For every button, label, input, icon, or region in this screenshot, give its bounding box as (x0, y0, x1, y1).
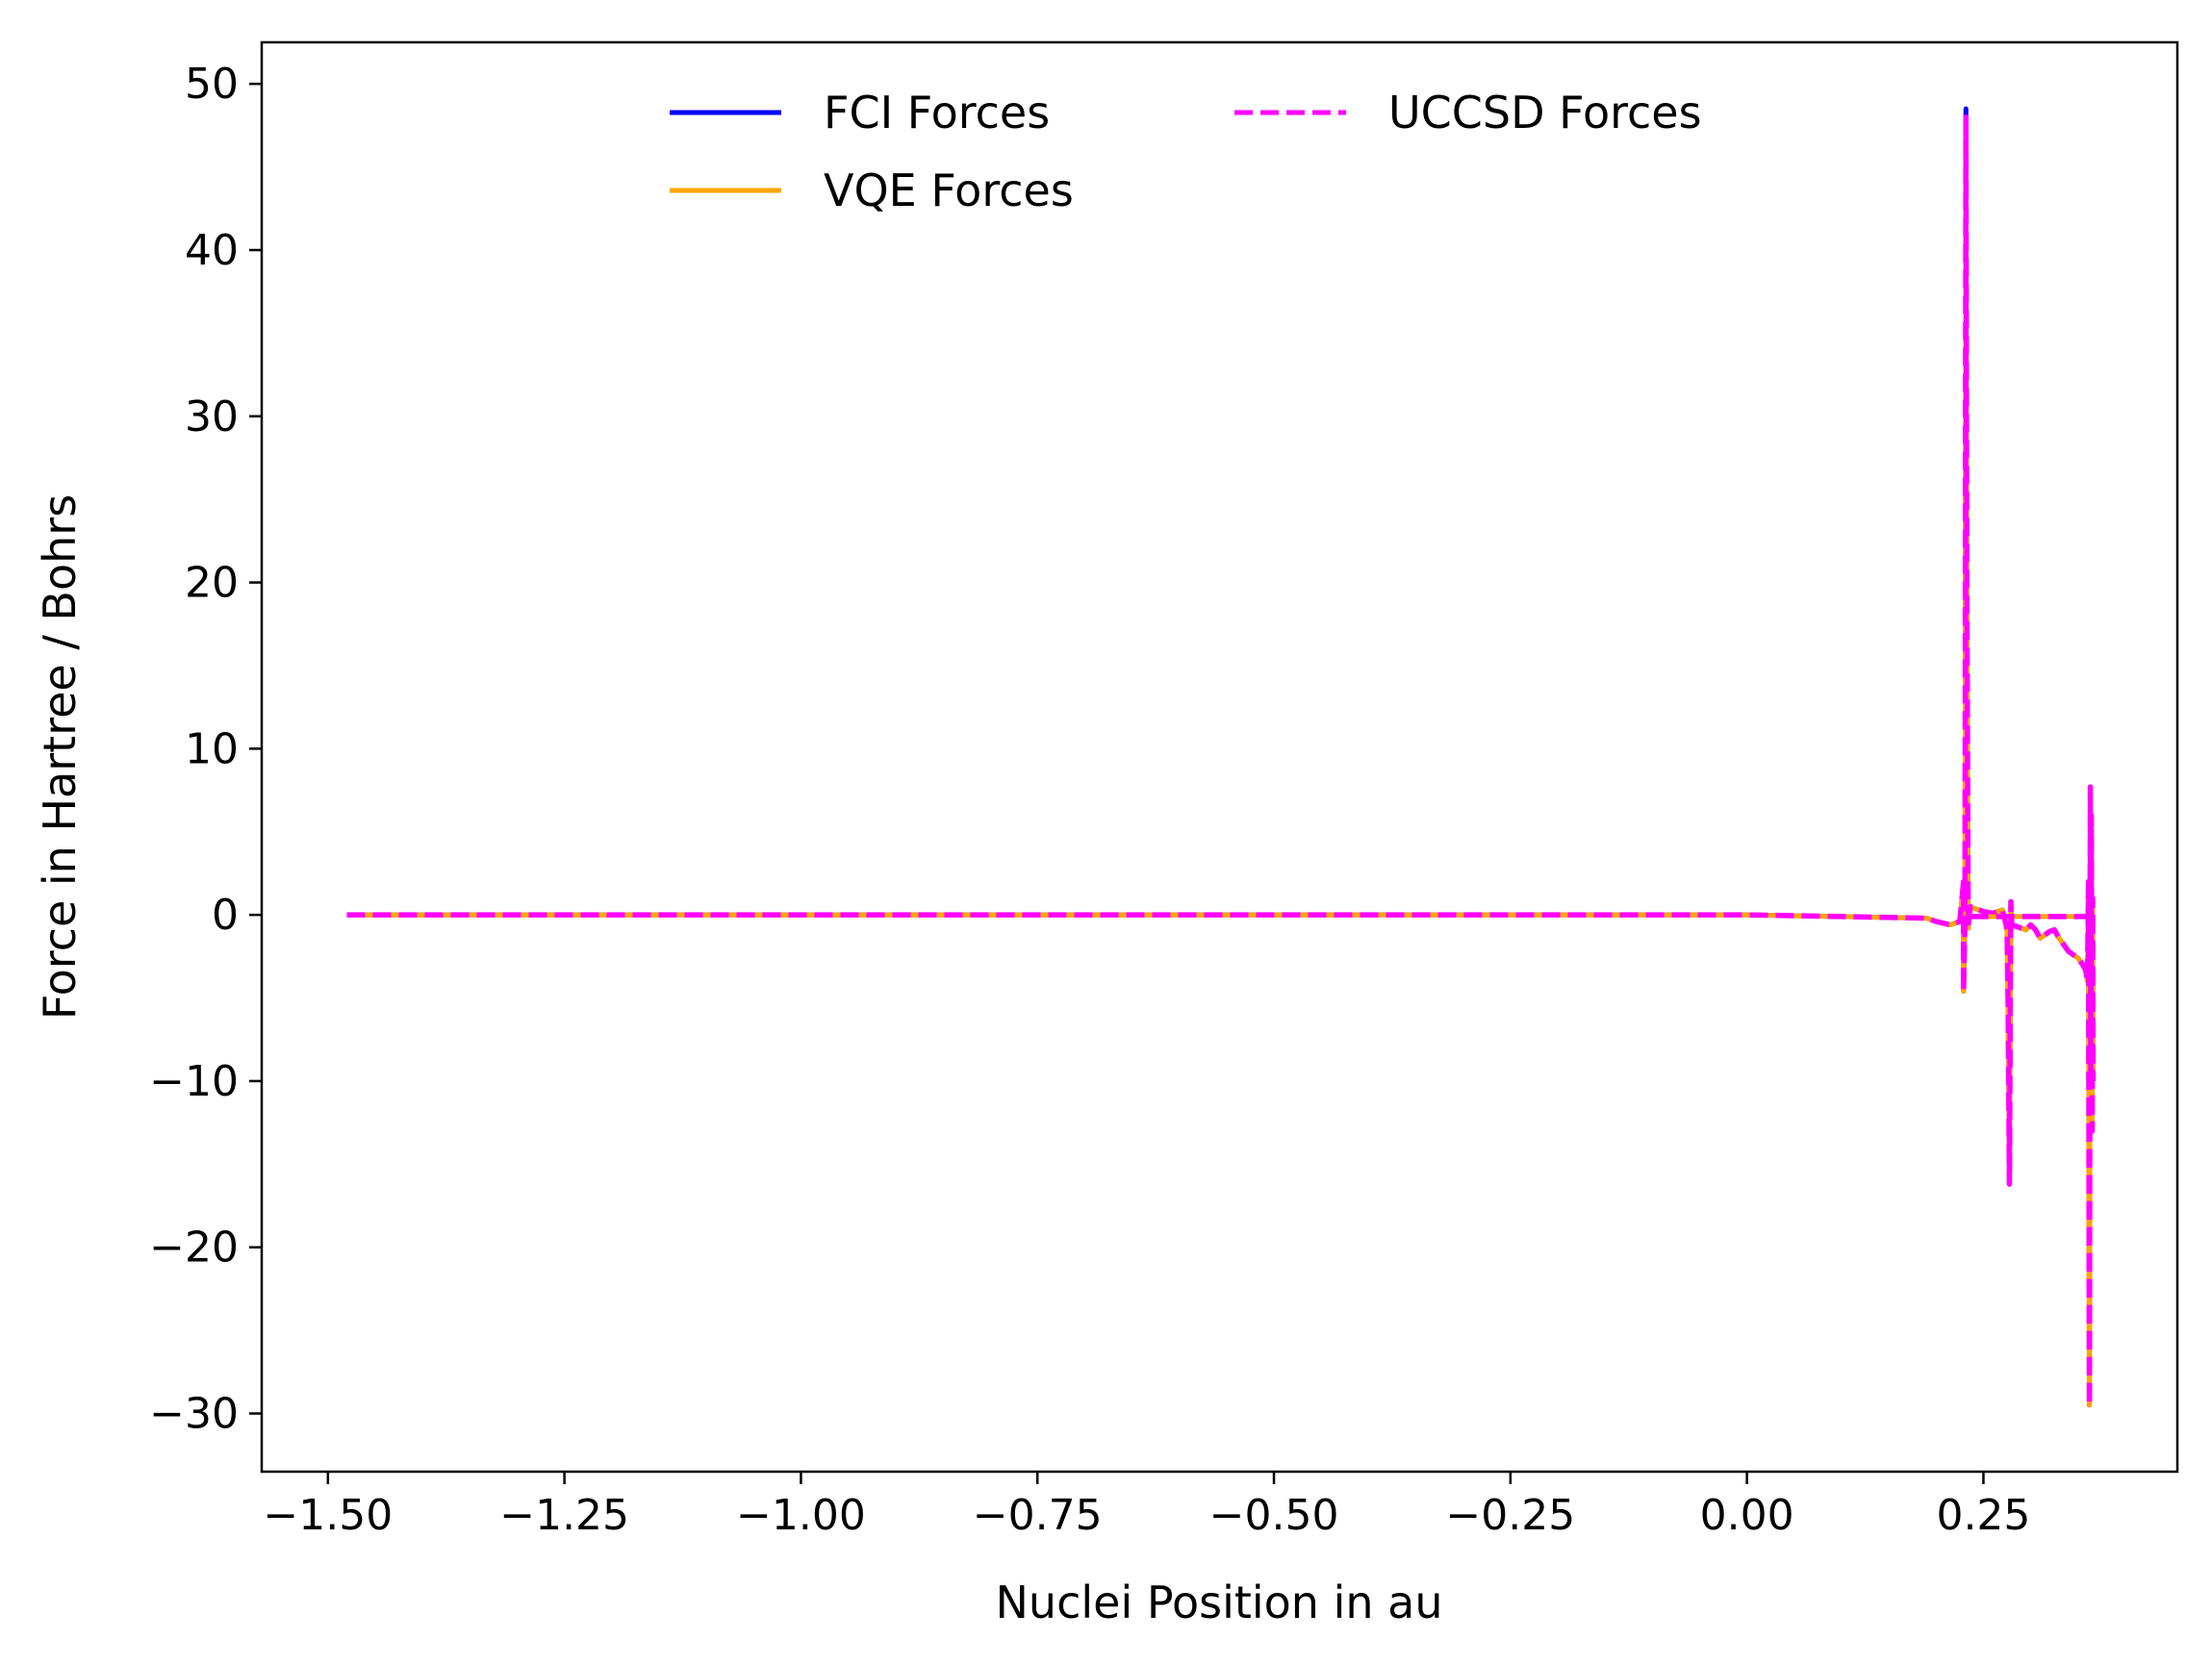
x-tick-label: −0.50 (1209, 1491, 1339, 1540)
y-tick-label: −30 (149, 1390, 239, 1439)
legend-label: FCI Forces (824, 87, 1050, 139)
y-tick-label: 0 (212, 891, 239, 940)
x-tick-label: −1.00 (736, 1491, 866, 1540)
series-layer (346, 106, 2097, 1408)
legend-label: UCCSD Forces (1388, 87, 1702, 139)
y-tick-label: 20 (185, 559, 239, 608)
y-tick-label: 50 (185, 60, 239, 109)
plot-frame (260, 40, 2179, 1474)
series-line-2 (346, 114, 2097, 1408)
x-tick-label: −0.25 (1445, 1491, 1575, 1540)
x-axis-label: Nuclei Position in au (996, 1577, 1443, 1628)
y-tick-label: 30 (185, 392, 239, 441)
y-tick-label: 10 (185, 724, 239, 773)
y-tick-label: −10 (149, 1057, 239, 1106)
legend: FCI Forces VQE Forces UCCSD Forces (670, 87, 1702, 216)
legend-label: VQE Forces (824, 164, 1074, 216)
y-axis: −30 −20 −10 0 10 20 30 40 50 (149, 60, 262, 1439)
x-tick-label: 0.25 (1936, 1491, 2030, 1540)
x-tick-label: 0.00 (1700, 1491, 1794, 1540)
y-axis-label: Force in Hartree / Bohrs (34, 494, 86, 1020)
x-axis: −1.50 −1.25 −1.00 −0.75 −0.50 −0.25 0.00 0.25 (263, 1472, 2030, 1540)
x-tick-label: −1.50 (263, 1491, 393, 1540)
y-tick-label: 40 (185, 226, 239, 275)
y-tick-label: −20 (149, 1224, 239, 1273)
x-tick-label: −0.75 (973, 1491, 1103, 1540)
x-tick-label: −1.25 (499, 1491, 629, 1540)
